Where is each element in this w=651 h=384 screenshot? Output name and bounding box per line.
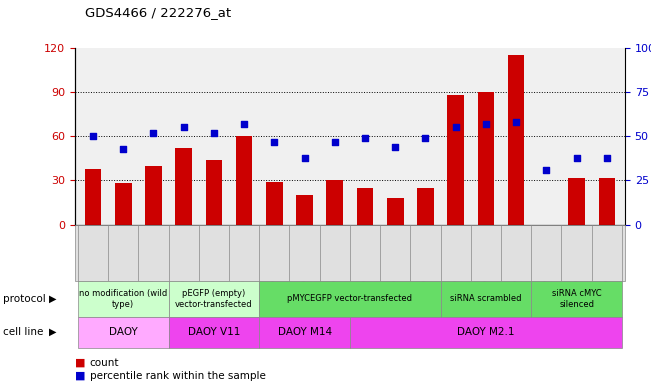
Bar (266, 182, 283, 225)
Point (450, 124, 461, 131)
Text: ▶: ▶ (49, 327, 57, 337)
Bar (115, 184, 132, 225)
Text: siRNA scrambled: siRNA scrambled (450, 295, 521, 303)
Point (390, 144, 400, 150)
Text: GDS4466 / 222276_at: GDS4466 / 222276_at (85, 6, 230, 19)
Bar (598, 177, 615, 225)
Bar (568, 177, 585, 225)
Point (178, 124, 189, 131)
Text: ■: ■ (75, 371, 85, 381)
Text: percentile rank within the sample: percentile rank within the sample (90, 371, 266, 381)
Point (421, 135, 431, 141)
Bar (296, 195, 313, 225)
Point (480, 121, 491, 127)
Text: pMYCEGFP vector-transfected: pMYCEGFP vector-transfected (287, 295, 413, 303)
Text: ▶: ▶ (49, 294, 57, 304)
Point (239, 121, 249, 127)
Point (572, 154, 582, 161)
Point (360, 135, 370, 141)
Point (118, 146, 128, 152)
Point (602, 154, 612, 161)
Point (88, 133, 98, 139)
Text: count: count (90, 358, 119, 368)
Bar (357, 188, 373, 225)
Text: protocol: protocol (3, 294, 46, 304)
Bar (85, 169, 102, 225)
Text: DAOY M2.1: DAOY M2.1 (457, 327, 515, 337)
Bar (236, 136, 253, 225)
Bar (447, 95, 464, 225)
Text: DAOY: DAOY (109, 327, 137, 337)
Bar (206, 160, 222, 225)
Text: cell line: cell line (3, 327, 44, 337)
Bar (175, 148, 192, 225)
Text: pEGFP (empty)
vector-transfected: pEGFP (empty) vector-transfected (175, 289, 253, 309)
Point (329, 139, 340, 145)
Point (148, 130, 159, 136)
Point (541, 167, 551, 173)
Text: no modification (wild
type): no modification (wild type) (79, 289, 167, 309)
Bar (387, 198, 404, 225)
Text: siRNA cMYC
silenced: siRNA cMYC silenced (552, 289, 602, 309)
Bar (417, 188, 434, 225)
Point (269, 139, 279, 145)
Point (299, 154, 310, 161)
Point (209, 130, 219, 136)
Text: DAOY V11: DAOY V11 (187, 327, 240, 337)
Bar (327, 180, 343, 225)
Bar (478, 92, 494, 225)
Text: DAOY M14: DAOY M14 (277, 327, 331, 337)
Point (511, 119, 521, 125)
Bar (145, 166, 161, 225)
Text: ■: ■ (75, 358, 85, 368)
Bar (508, 55, 525, 225)
